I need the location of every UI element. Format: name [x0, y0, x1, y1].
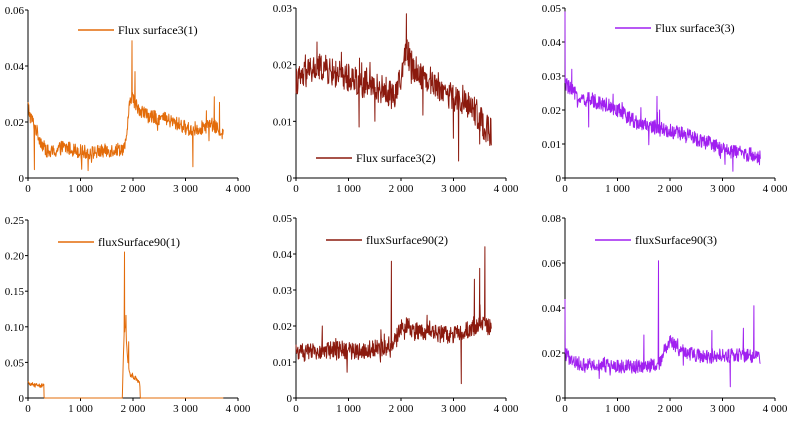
chart-panel-2: 0 0.01 0.02 0.03 0 1 000 2 000 3 000 4 000 Flux s… [266, 0, 533, 214]
legend-label: Flux surface3(3) [655, 21, 735, 35]
y-tick-label: 0.01 [273, 357, 292, 369]
x-tick-label: 1 000 [605, 403, 630, 415]
x-tick-label: 3 000 [441, 183, 466, 195]
chart-svg: 0 0.02 0.04 0.06 0 1 000 2 000 3 000 4 000 Flux s… [5, 5, 251, 195]
y-tick-label: 0.02 [542, 348, 561, 360]
y-tick-label: 0.01 [542, 139, 561, 151]
chart-panel-1: 0 0.02 0.04 0.06 0 1 000 2 000 3 000 4 000 Flux s… [0, 0, 267, 214]
chart-panel-5: 0 0.01 0.02 0.03 0.04 0.05 0 1 000 2 000 3 000 4 0… [266, 208, 533, 422]
x-tick-label: 2 000 [121, 403, 146, 415]
legend-label: fluxSurface90(2) [366, 233, 448, 247]
x-tick-label: 4 000 [763, 403, 788, 415]
x-tick-label: 0 [562, 403, 568, 415]
y-tick-label: 0.05 [273, 213, 293, 225]
x-tick-label: 4 000 [494, 403, 519, 415]
y-tick-label: 0.10 [5, 322, 25, 334]
legend-label: Flux surface3(1) [118, 23, 198, 37]
chart-panel-3: 0 0.01 0.02 0.03 0.04 0.05 0 1 000 2 000 3 000 4 0… [533, 0, 800, 214]
y-tick-label: 0.01 [273, 116, 292, 128]
chart-svg: 0 0.01 0.02 0.03 0.04 0.05 0 1 000 2 000 3 000 4 0… [542, 3, 788, 195]
y-tick-label: 0.02 [5, 117, 24, 129]
x-tick-label: 1 000 [336, 183, 361, 195]
y-tick-label: 0.02 [273, 60, 292, 72]
x-tick-label: 4 000 [226, 183, 251, 195]
x-tick-label: 0 [293, 183, 299, 195]
x-tick-label: 1 000 [68, 403, 93, 415]
legend-label: Flux surface3(2) [356, 151, 436, 165]
x-tick-label: 3 000 [710, 403, 735, 415]
x-tick-label: 0 [293, 403, 299, 415]
chart-svg: 0 0.01 0.02 0.03 0 1 000 2 000 3 000 4 000 Flux s… [273, 3, 519, 195]
x-tick-label: 0 [25, 403, 31, 415]
y-tick-label: 0.03 [273, 285, 293, 297]
y-tick-label: 0.05 [5, 357, 25, 369]
y-tick-label: 0.20 [5, 251, 25, 263]
series-line [295, 246, 492, 385]
series-line [27, 40, 224, 172]
y-tick-label: 0.02 [273, 321, 292, 333]
legend-label: fluxSurface90(3) [635, 233, 717, 247]
y-tick-label: 0.04 [273, 249, 293, 261]
x-tick-label: 2 000 [121, 183, 146, 195]
x-tick-label: 2 000 [389, 183, 414, 195]
x-tick-label: 2 000 [389, 403, 414, 415]
y-tick-label: 0.03 [542, 71, 562, 83]
series-line [27, 251, 224, 399]
y-tick-label: 0.04 [542, 303, 562, 315]
y-tick-label: 0.04 [5, 61, 25, 73]
x-tick-label: 4 000 [494, 183, 519, 195]
series-line [564, 11, 761, 172]
y-tick-label: 0.25 [5, 215, 25, 227]
y-tick-label: 0 [556, 173, 562, 185]
x-tick-label: 1 000 [336, 403, 361, 415]
y-tick-label: 0.05 [542, 3, 562, 15]
chart-panel-4: 0 0.05 0.10 0.15 0.20 0.25 0 1 000 2 000 3 000 4 0… [0, 208, 267, 422]
x-tick-label: 3 000 [710, 183, 735, 195]
y-tick-label: 0.02 [542, 105, 561, 117]
chart-svg: 0 0.05 0.10 0.15 0.20 0.25 0 1 000 2 000 3 000 4 0… [5, 215, 251, 415]
x-tick-label: 1 000 [605, 183, 630, 195]
y-tick-label: 0.06 [5, 5, 25, 17]
x-tick-label: 0 [25, 183, 31, 195]
y-tick-label: 0.03 [273, 3, 293, 15]
y-tick-label: 0 [19, 173, 25, 185]
y-tick-label: 0.15 [5, 286, 25, 298]
x-tick-label: 2 000 [658, 183, 683, 195]
y-tick-label: 0 [287, 393, 293, 405]
x-tick-label: 3 000 [173, 183, 198, 195]
x-tick-label: 1 000 [68, 183, 93, 195]
chart-svg: 0 0.01 0.02 0.03 0.04 0.05 0 1 000 2 000 3 000 4 0… [273, 213, 519, 415]
legend-label: fluxSurface90(1) [98, 235, 180, 249]
x-tick-label: 4 000 [763, 183, 788, 195]
x-tick-label: 2 000 [658, 403, 683, 415]
y-tick-label: 0.06 [542, 258, 562, 270]
x-tick-label: 3 000 [173, 403, 198, 415]
chart-svg: 0 0.02 0.04 0.06 0.08 0 1 000 2 000 3 000 4 000 fl… [542, 213, 788, 415]
series-line [295, 13, 492, 162]
y-tick-label: 0.04 [542, 37, 562, 49]
y-tick-label: 0 [556, 393, 562, 405]
chart-panel-6: 0 0.02 0.04 0.06 0.08 0 1 000 2 000 3 000 4 000 fl… [533, 208, 800, 422]
x-tick-label: 4 000 [226, 403, 251, 415]
y-tick-label: 0.08 [542, 213, 562, 225]
y-tick-label: 0 [19, 393, 25, 405]
x-tick-label: 3 000 [441, 403, 466, 415]
series-line [564, 260, 761, 388]
x-tick-label: 0 [562, 183, 568, 195]
y-tick-label: 0 [287, 173, 293, 185]
